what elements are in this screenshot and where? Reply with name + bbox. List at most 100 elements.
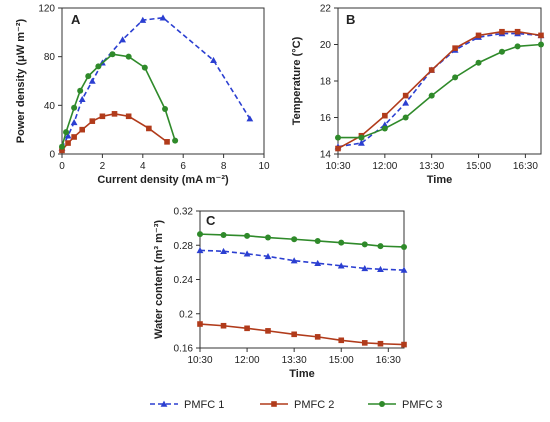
x-tick-label: 15:00 xyxy=(466,161,491,172)
data-point xyxy=(335,145,341,152)
x-axis-label: Current density (mA m⁻²) xyxy=(97,174,229,186)
data-point xyxy=(244,232,251,239)
data-point xyxy=(401,341,407,348)
y-tick-label: 0.28 xyxy=(174,241,194,252)
data-point xyxy=(59,147,65,154)
y-tick-label: 16 xyxy=(320,113,332,124)
x-axis-label: Time xyxy=(289,368,314,380)
data-point xyxy=(400,266,408,273)
data-point xyxy=(125,113,132,120)
data-point xyxy=(377,265,384,272)
series-line xyxy=(338,43,542,139)
y-tick-label: 120 xyxy=(38,4,55,15)
data-point xyxy=(246,115,254,122)
data-point xyxy=(538,32,544,39)
data-point xyxy=(402,92,409,99)
data-point xyxy=(514,43,521,50)
series-pmfc-1 xyxy=(196,246,408,273)
data-point xyxy=(338,239,345,246)
data-point xyxy=(335,134,341,141)
data-point xyxy=(95,63,102,70)
data-point xyxy=(377,243,384,250)
data-point xyxy=(290,257,298,264)
x-tick-label: 0 xyxy=(59,161,65,172)
data-point xyxy=(361,264,369,272)
panel-c: 10:30 12:00 13:30 15:00 16:30 0.16 0.2 0.24 0.28… xyxy=(153,207,408,380)
data-point xyxy=(498,48,505,55)
legend: PMFC 1 PMFC 2 PMFC 3 xyxy=(150,399,442,411)
data-point xyxy=(77,87,84,94)
data-point xyxy=(111,111,118,117)
y-tick-label: 0.32 xyxy=(174,207,194,218)
y-tick-label: 0.2 xyxy=(179,309,193,320)
data-point xyxy=(89,118,96,124)
panel-label: A xyxy=(71,12,81,27)
series-line xyxy=(199,233,405,248)
data-point xyxy=(71,134,77,140)
data-point xyxy=(63,129,70,136)
x-tick-label: 16:30 xyxy=(376,355,401,366)
panel-b: 10:30 12:00 13:30 15:00 16:30 14 16 18 20 22 Time T… xyxy=(291,4,545,186)
data-point xyxy=(514,28,521,35)
data-point xyxy=(139,16,147,23)
series-pmfc-1 xyxy=(58,14,254,151)
data-point xyxy=(99,113,106,120)
data-point xyxy=(499,28,505,35)
data-point xyxy=(220,247,227,254)
legend-swatch-marker xyxy=(160,400,168,407)
panel-label: C xyxy=(206,213,216,228)
x-tick-label: 10 xyxy=(258,161,270,172)
series-line xyxy=(337,30,542,150)
data-point xyxy=(291,236,298,243)
plot-frame xyxy=(61,7,265,155)
x-tick-label: 15:00 xyxy=(329,355,354,366)
y-tick-label: 18 xyxy=(320,77,332,88)
y-tick-label: 0.24 xyxy=(174,275,194,286)
legend-label: PMFC 3 xyxy=(402,399,442,411)
data-point xyxy=(243,250,251,257)
y-tick-label: 40 xyxy=(44,101,56,112)
data-point xyxy=(377,340,384,347)
legend-item-pmfc-1: PMFC 1 xyxy=(150,399,224,411)
data-point xyxy=(314,237,321,244)
data-point xyxy=(338,337,345,344)
data-point xyxy=(59,143,65,150)
data-point xyxy=(197,321,203,327)
series-pmfc-3 xyxy=(335,41,544,141)
series-pmfc-2 xyxy=(59,111,170,154)
data-point xyxy=(64,132,72,139)
plot-frame xyxy=(337,7,542,155)
series-pmfc-2 xyxy=(197,321,407,348)
series-line xyxy=(61,16,251,149)
x-tick-label: 13:30 xyxy=(419,161,444,172)
legend-item-pmfc-3: PMFC 3 xyxy=(368,399,442,411)
data-point xyxy=(538,41,544,48)
data-point xyxy=(291,331,297,338)
y-axis-label: Water content (m³ m⁻³) xyxy=(153,220,165,339)
panel-a: 0 2 4 6 8 10 0 40 80 120 Current density (mA m⁻²) P… xyxy=(15,4,270,187)
data-point xyxy=(475,59,482,66)
y-tick-label: 20 xyxy=(320,40,332,51)
data-point xyxy=(79,126,85,133)
data-point xyxy=(146,125,152,132)
y-axis-label: Temperature (°C) xyxy=(291,36,303,125)
series-line xyxy=(61,113,168,151)
y-tick-label: 80 xyxy=(44,52,56,63)
x-tick-label: 16:30 xyxy=(513,161,538,172)
data-point xyxy=(264,252,272,260)
x-tick-label: 8 xyxy=(221,161,227,172)
legend-label: PMFC 2 xyxy=(294,399,334,411)
data-point xyxy=(337,262,345,269)
y-axis-label: Power density (μW m⁻²) xyxy=(15,18,27,143)
data-point xyxy=(220,231,227,238)
data-point xyxy=(88,77,96,84)
data-point xyxy=(70,118,78,126)
legend-label: PMFC 1 xyxy=(184,399,224,411)
data-point xyxy=(402,99,410,106)
data-point xyxy=(159,14,167,21)
data-point xyxy=(428,92,435,99)
x-tick-label: 10:30 xyxy=(187,355,212,366)
y-tick-label: 14 xyxy=(320,150,332,161)
legend-swatch-marker xyxy=(271,401,277,407)
